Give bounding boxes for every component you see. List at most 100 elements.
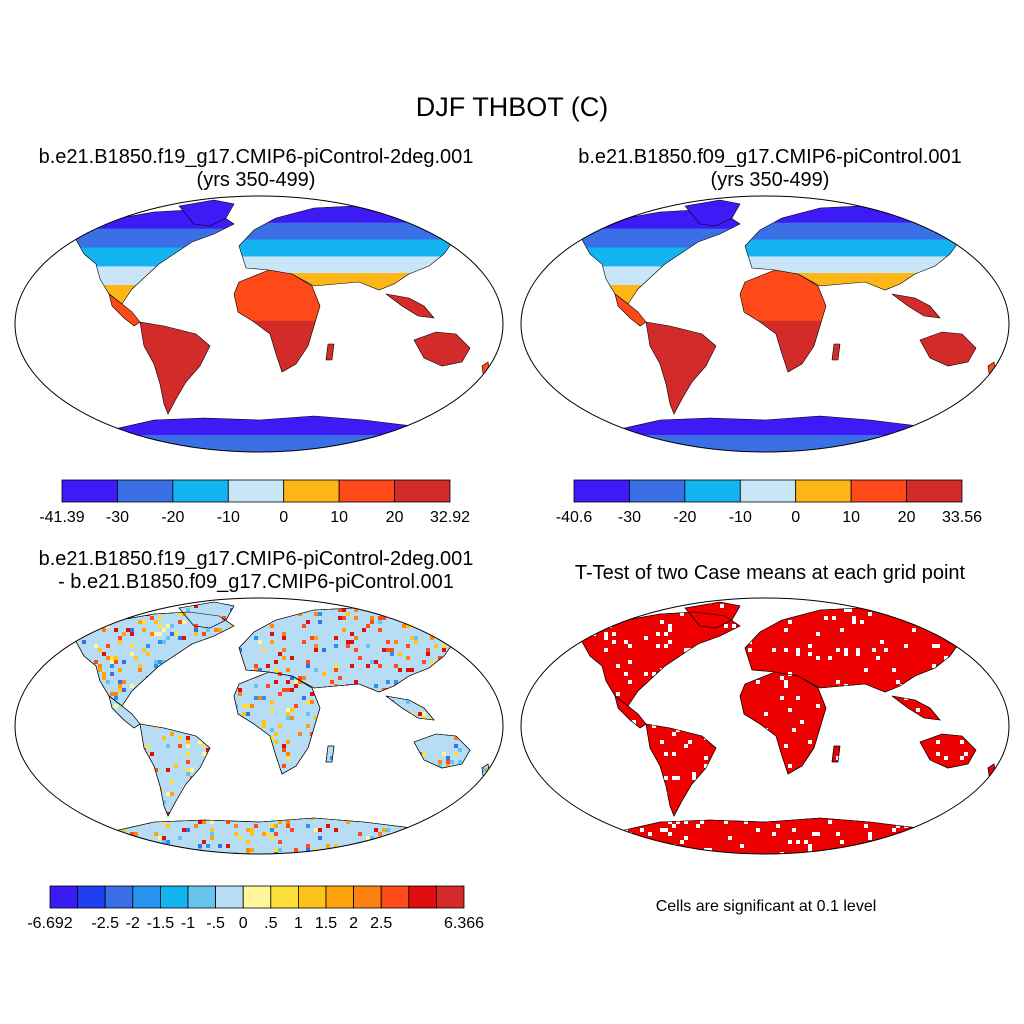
colorbar-tick-label: 0 xyxy=(279,509,288,526)
panel-1-temperature-map xyxy=(14,195,504,453)
colorbar-tick-label: -2.5 xyxy=(91,915,119,932)
land-indoMalay xyxy=(385,695,435,721)
panel-3-colorbar: -6.692 -2.5 -2 -1.5 -1 -.5 0 .5 1 1.5 2 2.5 6.366 xyxy=(27,885,484,932)
colorbar-segment xyxy=(325,885,355,909)
colorbar-tick-label: -.5 xyxy=(206,915,225,932)
colorbar-tick-label: 20 xyxy=(386,509,404,526)
land-indoMalay xyxy=(385,293,435,319)
colorbar-segment xyxy=(49,885,79,909)
colorbar-tick-label: -10 xyxy=(217,509,240,526)
land-southAmerica xyxy=(139,723,211,817)
colorbar-tick-label: 10 xyxy=(330,509,348,526)
figure-title: DJF THBOT (C) xyxy=(415,92,609,122)
colorbar-tick-label: -20 xyxy=(673,509,696,526)
colorbar-tick-label: 2 xyxy=(349,915,358,932)
colorbar-tick-label: -2 xyxy=(126,915,140,932)
colorbar-tick-label: .5 xyxy=(264,915,277,932)
colorbar-segment xyxy=(906,479,963,503)
panel-3-title-line1: b.e21.B1850.f19_g17.CMIP6-piControl-2deg… xyxy=(38,548,474,570)
colorbar-tick-label: 2.5 xyxy=(370,915,392,932)
colorbar-segment xyxy=(353,885,382,909)
colorbar-tick-label: 1 xyxy=(294,915,303,932)
colorbar-tick-label: -10 xyxy=(729,509,752,526)
land-australia xyxy=(919,331,977,367)
colorbar-segment xyxy=(408,885,437,909)
land-southAmerica xyxy=(645,723,717,817)
colorbar-tick-label: -20 xyxy=(161,509,184,526)
land-southAmerica xyxy=(139,321,211,415)
colorbar-tick-label: -41.39 xyxy=(39,509,84,526)
land-madagascar xyxy=(831,343,841,361)
colorbar-segment xyxy=(629,479,686,503)
panel-2-colorbar: -40.6 -30 -20 -10 0 10 20 33.56 xyxy=(556,479,982,526)
land-africa xyxy=(739,269,827,373)
colorbar-tick-label: 20 xyxy=(898,509,916,526)
colorbar-segment xyxy=(394,479,451,503)
colorbar-segment xyxy=(77,885,106,909)
land-indoMalay xyxy=(891,293,941,319)
colorbar-segment xyxy=(215,885,244,909)
land-centralAmerica xyxy=(614,293,647,327)
colorbar-segment xyxy=(172,479,229,503)
panel-4-ttest-map xyxy=(520,597,1010,855)
land-antarctica xyxy=(615,817,919,854)
map-boundary xyxy=(520,195,1010,453)
panel-2-title-line1: b.e21.B1850.f09_g17.CMIP6-piControl.001 xyxy=(578,146,962,168)
panel-3-difference-map xyxy=(14,597,504,855)
colorbar-tick-label: 0 xyxy=(239,915,248,932)
colorbar-tick-label: 10 xyxy=(842,509,860,526)
map-boundary xyxy=(14,597,504,855)
colorbar-segment xyxy=(159,885,189,909)
colorbar-segment xyxy=(117,479,174,503)
colorbar-segment xyxy=(380,885,410,909)
colorbar-segment xyxy=(132,885,161,909)
colorbar-segment xyxy=(187,885,217,909)
colorbar-segment xyxy=(227,479,285,503)
colorbar-segment xyxy=(435,885,465,909)
land-southAmerica xyxy=(645,321,717,415)
panel-2-temperature-map xyxy=(520,195,1010,453)
colorbar-tick-label: -1 xyxy=(181,915,195,932)
colorbar-tick-label: -30 xyxy=(106,509,129,526)
colorbar-segment xyxy=(739,479,797,503)
colorbar-segment xyxy=(283,479,340,503)
panel-4-title: T-Test of two Case means at each grid po… xyxy=(574,562,966,584)
land-greenland xyxy=(684,199,741,227)
colorbar-tick-label: 32.92 xyxy=(430,509,470,526)
panel-1-title-line2: (yrs 350-499) xyxy=(196,169,316,191)
colorbar-tick-label: 1.5 xyxy=(315,915,337,932)
colorbar-segment xyxy=(338,479,395,503)
colorbar-tick-label: -1.5 xyxy=(147,915,175,932)
colorbar-segment xyxy=(850,479,907,503)
colorbar-segment xyxy=(573,479,630,503)
land-antarctica xyxy=(109,415,413,452)
land-africa xyxy=(233,269,321,373)
colorbar-tick-label: -40.6 xyxy=(556,509,593,526)
colorbar-segment xyxy=(242,885,272,909)
land-antarctica xyxy=(615,415,919,452)
colorbar-tick-label: -30 xyxy=(618,509,641,526)
land-madagascar xyxy=(325,343,335,361)
colorbar-segment xyxy=(270,885,299,909)
map-boundary xyxy=(520,597,1010,855)
map-boundary xyxy=(14,195,504,453)
colorbar-tick-label: 33.56 xyxy=(942,509,982,526)
colorbar-segment xyxy=(61,479,118,503)
colorbar-segment xyxy=(795,479,852,503)
panel-2-title-line2: (yrs 350-499) xyxy=(710,169,830,191)
colorbar-tick-label: -6.692 xyxy=(27,915,72,932)
colorbar-segment xyxy=(104,885,134,909)
colorbar-tick-label: 6.366 xyxy=(444,915,484,932)
colorbar-segment xyxy=(297,885,327,909)
land-australia xyxy=(413,331,471,367)
panel-4-footnote: Cells are significant at 0.1 level xyxy=(655,898,877,915)
land-eurasia xyxy=(744,205,971,291)
land-greenland xyxy=(178,199,235,227)
land-centralAmerica xyxy=(108,293,141,327)
panel-1-title-line1: b.e21.B1850.f19_g17.CMIP6-piControl-2deg… xyxy=(38,146,474,168)
colorbar-tick-label: 0 xyxy=(791,509,800,526)
panel-1-colorbar: -41.39 -30 -20 -10 0 10 20 32.92 xyxy=(39,479,470,526)
colorbar-segment xyxy=(684,479,741,503)
panel-3-title-line2: - b.e21.B1850.f09_g17.CMIP6-piControl.00… xyxy=(58,571,454,593)
land-eurasia xyxy=(238,205,465,291)
